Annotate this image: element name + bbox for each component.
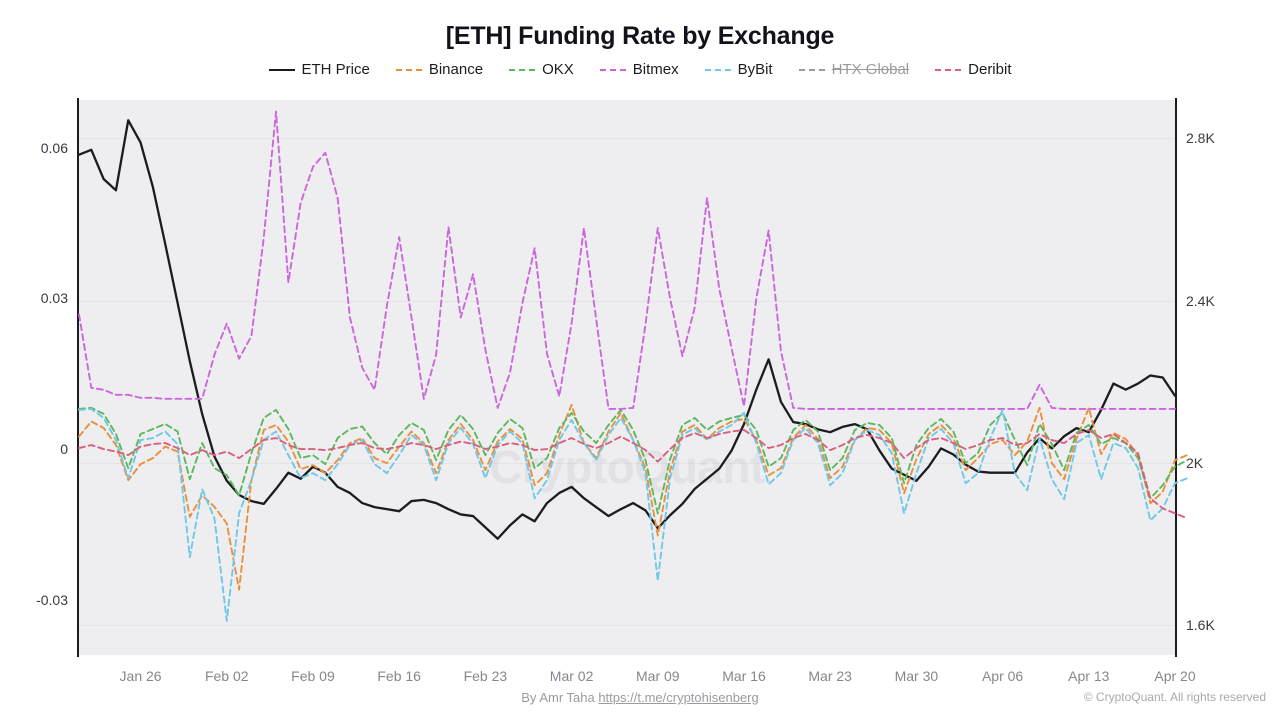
- footer-link[interactable]: https://t.me/cryptohisenberg: [598, 690, 759, 705]
- y-tick-right: 1.6K: [1186, 616, 1215, 633]
- series-line-deribit: [78, 429, 1189, 520]
- x-tick: Apr 20: [1154, 668, 1196, 684]
- gridline: [79, 624, 1175, 626]
- x-tick: Mar 23: [808, 668, 852, 684]
- footer-author: By Amr Taha: [521, 690, 599, 705]
- y-axis-left-line: [77, 98, 79, 657]
- legend-item-okx[interactable]: OKX: [509, 61, 574, 78]
- gridline: [79, 300, 1175, 302]
- legend-item-eth-price[interactable]: ETH Price: [268, 61, 370, 78]
- y-tick-left: 0.06: [40, 139, 68, 156]
- legend-item-label: ByBit: [737, 61, 773, 78]
- legend-swatch-icon: [599, 68, 626, 71]
- legend-swatch-icon: [509, 68, 536, 71]
- legend-swatch-icon: [268, 68, 295, 71]
- legend-swatch-icon: [798, 68, 825, 71]
- footer-copyright: © CryptoQuant. All rights reserved: [1083, 690, 1266, 704]
- legend-item-bybit[interactable]: ByBit: [704, 61, 773, 78]
- page-title: [ETH] Funding Rate by Exchange: [445, 22, 835, 50]
- series-line-eth-price: [77, 119, 1177, 540]
- series-lines: [77, 110, 1189, 622]
- x-tick: Apr 06: [981, 668, 1024, 684]
- legend-item-deribit[interactable]: Deribit: [935, 61, 1012, 78]
- x-tick: Mar 16: [722, 668, 766, 684]
- y-tick-right: 2.4K: [1186, 292, 1215, 309]
- plot-background: [79, 100, 1175, 655]
- x-tick: Feb 16: [377, 668, 421, 684]
- x-tick: Feb 09: [291, 668, 335, 684]
- legend-swatch-icon: [704, 68, 731, 71]
- legend-item-label: ETH Price: [301, 61, 370, 78]
- series-line-bitmex: [78, 110, 1176, 410]
- legend-item-label: Binance: [428, 61, 484, 78]
- gridline: [79, 462, 1175, 464]
- y-tick-right: 2K: [1186, 454, 1204, 471]
- y-axis-right-line: [1175, 98, 1177, 657]
- y-axis-right-labels: 2.8K 2.4K 2K 1.6K: [1186, 0, 1280, 720]
- legend-item-label: Deribit: [968, 61, 1012, 78]
- y-tick-left: -0.03: [36, 591, 68, 608]
- chart-legend: ETH Price Binance OKX Bitmex ByBit HTX Global…: [0, 61, 1280, 78]
- plot-area[interactable]: CryptoQuant: [77, 100, 1189, 655]
- footer-byline: By Amr Taha https://t.me/cryptohisenberg: [0, 690, 1280, 705]
- gridline: [79, 138, 1175, 140]
- series-line-bybit: [78, 407, 1189, 622]
- legend-item-htx-global[interactable]: HTX Global: [798, 61, 910, 78]
- legend-item-label: OKX: [542, 61, 574, 78]
- legend-item-label: HTX Global: [831, 61, 910, 78]
- x-tick: Mar 09: [635, 668, 680, 684]
- legend-item-label: Bitmex: [632, 61, 679, 78]
- x-tick: Feb 02: [204, 668, 249, 684]
- x-tick: Apr 13: [1068, 668, 1110, 684]
- legend-swatch-icon: [935, 68, 962, 71]
- legend-item-binance[interactable]: Binance: [395, 61, 484, 78]
- x-tick: Mar 30: [894, 668, 939, 684]
- x-tick: Mar 02: [549, 668, 594, 684]
- y-tick-left: 0: [60, 441, 68, 458]
- legend-item-bitmex[interactable]: Bitmex: [599, 61, 679, 78]
- y-axis-left-labels: 0.06 0.03 0 -0.03: [0, 0, 68, 720]
- x-tick: Feb 23: [463, 668, 508, 684]
- y-tick-right: 2.8K: [1186, 130, 1215, 147]
- y-tick-left: 0.03: [40, 290, 68, 307]
- legend-swatch-icon: [395, 68, 422, 71]
- x-tick: Jan 26: [119, 668, 162, 684]
